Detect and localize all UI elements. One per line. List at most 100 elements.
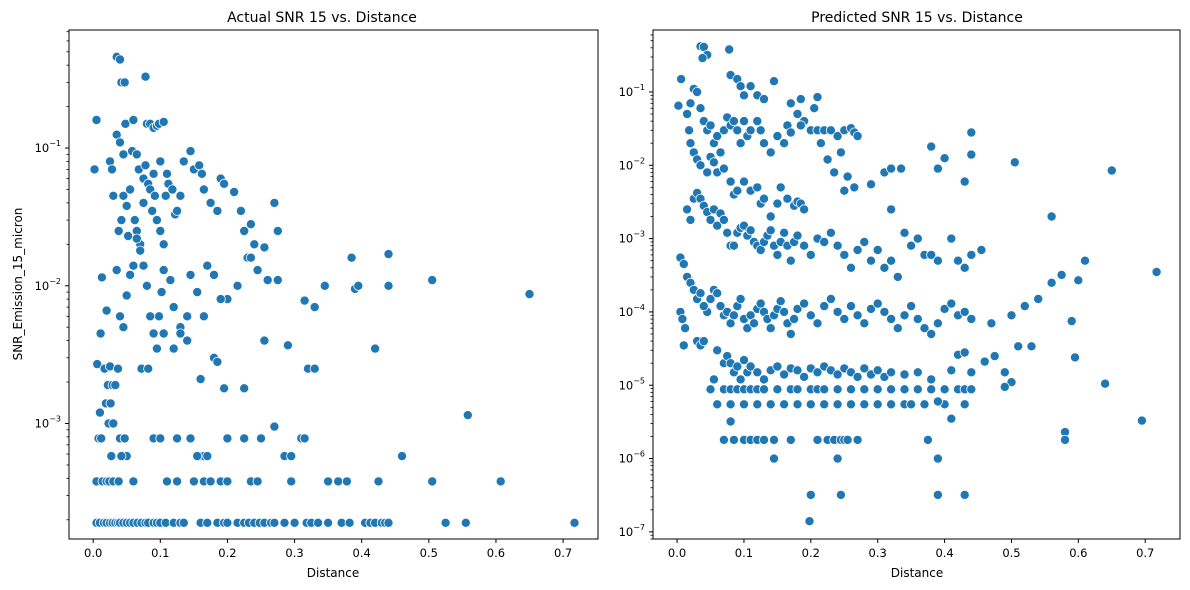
data-point (906, 301, 917, 312)
data-point (245, 219, 256, 230)
data-point (272, 225, 283, 236)
data-point (143, 363, 154, 374)
data-point (262, 275, 273, 286)
data-point (825, 293, 836, 304)
data-point (495, 476, 506, 487)
data-point (131, 233, 142, 244)
data-point (149, 190, 160, 201)
data-point (712, 345, 723, 356)
y-tick-label: 10−5 (619, 376, 645, 392)
data-point (286, 451, 297, 462)
data-point (779, 399, 790, 410)
data-point (128, 260, 139, 271)
data-point (129, 215, 140, 226)
y-axis-predicted: 10−7 10−6 10−5 10−4 10−3 10−2 10−1 (619, 34, 653, 540)
data-point (792, 109, 803, 120)
data-point (832, 131, 843, 142)
data-point (96, 433, 107, 444)
data-point (1080, 255, 1091, 266)
data-point (728, 434, 739, 445)
data-point (765, 323, 776, 334)
plot-area-predicted (652, 29, 1181, 540)
data-point (319, 280, 330, 291)
data-point (219, 383, 230, 394)
data-point (772, 384, 783, 395)
data-point (222, 476, 233, 487)
data-point (115, 311, 126, 322)
data-point (715, 147, 726, 158)
data-point (108, 418, 119, 429)
data-point (799, 204, 810, 215)
data-point (852, 244, 863, 255)
data-point (172, 476, 183, 487)
data-point (785, 328, 796, 339)
data-point (96, 272, 107, 283)
data-point (239, 225, 250, 236)
x-tick-label: 0.4 (935, 546, 953, 560)
data-point (676, 74, 687, 85)
x-tick-label: 0.2 (802, 546, 820, 560)
data-point (946, 298, 957, 309)
data-point (819, 236, 830, 247)
data-point (846, 384, 857, 395)
data-point (919, 399, 930, 410)
data-point (121, 290, 132, 301)
data-point (765, 399, 776, 410)
data-point (926, 328, 937, 339)
data-point (946, 365, 957, 376)
data-point (125, 184, 136, 195)
data-point (859, 318, 870, 329)
data-point (872, 365, 883, 376)
data-point (825, 227, 836, 238)
data-point (1151, 266, 1162, 277)
data-point (769, 453, 780, 464)
data-point (145, 311, 156, 322)
data-point (782, 193, 793, 204)
data-point (899, 310, 910, 321)
data-point (859, 399, 870, 410)
data-point (695, 103, 706, 114)
data-point (892, 323, 903, 334)
data-point (1136, 415, 1147, 426)
data-point (835, 147, 846, 158)
data-point (161, 476, 172, 487)
data-point (279, 517, 290, 528)
data-point (153, 311, 164, 322)
data-point (832, 384, 843, 395)
data-point (732, 185, 743, 196)
data-point (121, 200, 132, 211)
data-point (182, 311, 193, 322)
y-tick-label: 10−2 (619, 156, 645, 172)
y-tick-label: 10−7 (619, 523, 645, 539)
data-point (899, 227, 910, 238)
x-axis-label-actual: Distance (307, 566, 359, 580)
data-point (123, 230, 134, 241)
data-point (912, 367, 923, 378)
data-point (120, 118, 131, 129)
data-point (259, 242, 270, 253)
data-point (932, 318, 943, 329)
data-point (785, 255, 796, 266)
data-point (151, 215, 162, 226)
data-point (979, 356, 990, 367)
data-point (732, 361, 743, 372)
data-point (872, 399, 883, 410)
data-point (906, 399, 917, 410)
data-point (959, 399, 970, 410)
data-point (859, 236, 870, 247)
data-point (1060, 434, 1071, 445)
data-point (115, 54, 126, 65)
data-point (299, 295, 310, 306)
data-point (128, 476, 139, 487)
data-point (739, 399, 750, 410)
data-point (785, 434, 796, 445)
data-point (829, 167, 840, 178)
data-point (239, 433, 250, 444)
data-point (732, 125, 743, 136)
data-point (718, 214, 729, 225)
data-point (759, 193, 770, 204)
y-tick-label: 10−1 (35, 139, 61, 155)
data-point (158, 239, 169, 250)
data-point (269, 197, 280, 208)
